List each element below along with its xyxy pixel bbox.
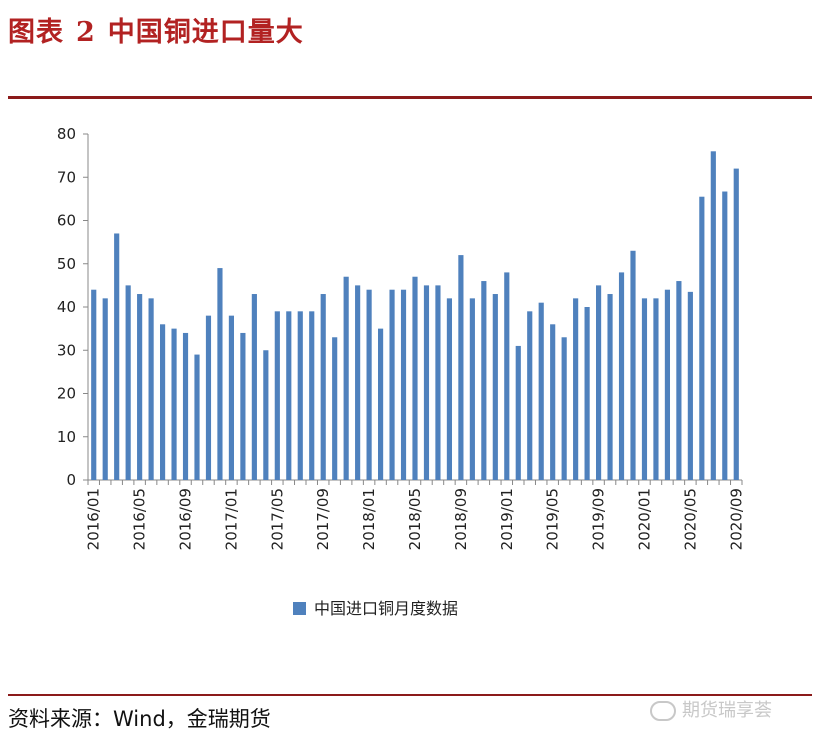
bar-2018/10 [469,298,475,480]
bar-2017/02 [240,332,246,480]
y-tick-label: 70 [57,168,76,186]
y-tick-label: 40 [57,298,76,316]
bar-2018/07 [435,285,441,480]
y-tick-label: 20 [57,385,76,403]
bar-2018/08 [446,298,453,480]
legend-label: 中国进口铜月度数据 [314,599,458,618]
x-axis: 2016/01 2016/05 2016/09 2017/01 2017/05 2017/… [85,479,745,550]
x-tick-label: 2019/05 [544,488,562,550]
bar-2017/09 [320,294,326,480]
x-tick-label: 2017/05 [268,488,286,550]
bar-2019/10 [607,294,613,480]
bar-2017/10 [332,337,338,480]
figure-number: 2 [76,17,96,48]
figure-label: 图表 [8,17,64,48]
bar-2016/04 [125,285,131,480]
bar-2019/05 [550,324,556,480]
bar-2017/12 [355,285,361,480]
bar-2018/04 [400,289,407,480]
bar-2020/09 [733,168,739,480]
bar-2016/06 [148,298,154,480]
y-tick-label: 30 [57,341,76,359]
figure-title-text: 中国铜进口量大 [107,17,304,48]
bar-2019/03 [527,311,533,480]
x-tick-label: 2020/09 [727,488,745,550]
watermark: 期货瑞享荟 [650,696,772,722]
bar-2019/08 [584,307,590,480]
x-tick-label: 2016/05 [131,488,149,550]
bar-2019/02 [515,345,521,480]
bar-2020/06 [699,196,705,480]
y-axis: 0 10 20 30 40 50 60 70 80 [57,125,89,489]
bar-2016/01 [91,289,97,480]
bar-2018/01 [366,289,372,480]
x-tick-label: 2020/05 [681,488,699,550]
y-tick-label: 60 [57,212,76,230]
bar-2016/11 [205,315,212,480]
legend-swatch [293,602,306,615]
bar-2018/12 [492,294,498,480]
x-tick-label: 2018/09 [452,488,470,550]
bar-2016/12 [217,268,223,480]
bottom-rule [8,694,812,696]
bar-2017/11 [343,276,349,480]
bar-2016/08 [171,328,177,480]
y-tick-label: 50 [57,255,76,273]
bar-2016/09 [182,332,189,480]
figure-title: 图表 2 中国铜进口量大 [8,10,316,49]
x-tick-label: 2016/09 [177,488,195,550]
top-rule [8,96,812,99]
x-tick-label: 2016/01 [85,488,103,550]
x-tick-label: 2019/09 [590,488,608,550]
bar-2020/08 [722,191,728,480]
x-tick-label: 2018/01 [360,488,378,550]
source-note: 资料来源：Wind，金瑞期货 [8,707,271,731]
bar-2017/03 [251,294,257,480]
bar-2017/04 [263,350,269,480]
y-tick-label: 0 [66,471,76,489]
bar-2019/07 [573,298,579,480]
x-tick-label: 2020/01 [635,488,653,550]
bar-2019/09 [595,285,602,480]
bar-2017/01 [228,315,235,480]
x-tick-label: 2018/05 [406,488,424,550]
bar-2018/03 [389,289,395,480]
bar-2017/08 [309,311,315,480]
bar-2017/06 [286,311,292,480]
bar-2018/05 [412,276,418,480]
x-tick-label: 2019/01 [498,488,516,550]
bar-2018/09 [458,255,464,480]
bar-2019/04 [538,302,544,480]
bar-2016/02 [102,298,108,480]
x-tick-label: 2017/01 [222,488,240,550]
bar-2020/01 [641,298,648,480]
bar-2020/07 [710,151,716,481]
bar-2019/06 [561,337,567,480]
y-tick-label: 80 [57,125,76,143]
bar-2020/03 [664,289,671,480]
bar-2019/01 [504,272,510,480]
bar-2020/05 [687,291,693,480]
y-tick-label: 10 [57,428,76,446]
bar-series [91,151,739,481]
x-tick-label: 2017/09 [314,488,332,550]
bar-2018/06 [423,285,430,480]
bar-2016/07 [159,324,166,480]
legend: 中国进口铜月度数据 [293,599,458,618]
bar-2016/05 [137,294,143,480]
bar-2018/02 [377,328,384,480]
bar-2018/11 [481,281,487,480]
bar-2019/11 [618,272,625,480]
bar-2016/10 [194,354,200,480]
bar-2017/07 [297,311,303,480]
bar-2017/05 [274,311,280,480]
watermark-text: 期货瑞享荟 [682,700,772,721]
bar-2020/02 [653,298,659,480]
bar-2016/03 [114,233,120,480]
wechat-icon [650,701,676,721]
bar-2020/04 [676,281,682,480]
bar-2019/12 [630,250,636,480]
